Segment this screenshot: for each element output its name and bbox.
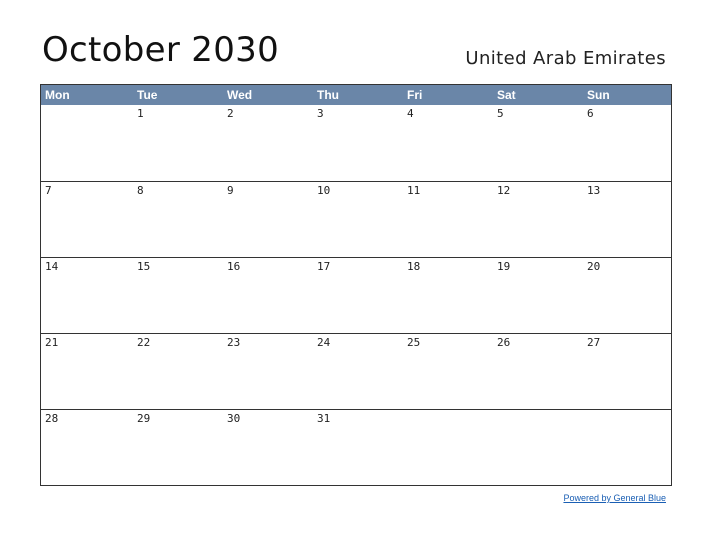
day-cell: 7 [45, 184, 52, 197]
day-cell [583, 410, 671, 485]
day-cell: 22 [137, 336, 151, 349]
day-cell: 2 [227, 107, 234, 120]
day-cell: 14 [45, 260, 59, 273]
day-cell: 28 [45, 412, 59, 425]
day-cell: 21 [45, 336, 59, 349]
day-cell: 9 [227, 184, 234, 197]
day-cell: 26 [497, 336, 511, 349]
day-cell: 17 [317, 260, 331, 273]
week-row: 14 15 16 17 18 19 20 [41, 257, 671, 333]
day-cell: 10 [317, 184, 331, 197]
weekday-sat: Sat [497, 88, 516, 102]
week-row: 1 2 3 4 5 6 [41, 105, 671, 181]
day-cell: 16 [227, 260, 241, 273]
weekday-wed: Wed [227, 88, 253, 102]
weeks-container: 1 2 3 4 5 6 7 8 9 10 11 12 13 14 15 16 17 18 19 20 21 22 23 24 2… [41, 105, 671, 485]
weekday-mon: Mon [45, 88, 70, 102]
day-cell: 6 [587, 107, 594, 120]
day-cell: 4 [407, 107, 414, 120]
day-cell: 12 [497, 184, 511, 197]
day-cell [493, 410, 583, 485]
day-cell: 8 [137, 184, 144, 197]
day-cell: 25 [407, 336, 421, 349]
country-name: United Arab Emirates [465, 48, 666, 69]
calendar-grid: Mon Tue Wed Thu Fri Sat Sun 1 2 3 4 5 6 7 8 9 10 1… [40, 84, 672, 486]
calendar-title: October 2030 [42, 30, 280, 70]
day-cell [41, 105, 133, 181]
weekday-fri: Fri [407, 88, 423, 102]
day-cell: 30 [227, 412, 241, 425]
day-cell: 13 [587, 184, 601, 197]
day-cell: 27 [587, 336, 601, 349]
weekday-thu: Thu [317, 88, 339, 102]
day-cell: 20 [587, 260, 601, 273]
day-cell: 3 [317, 107, 324, 120]
day-cell: 11 [407, 184, 421, 197]
day-cell: 19 [497, 260, 511, 273]
weekday-tue: Tue [137, 88, 158, 102]
week-row: 7 8 9 10 11 12 13 [41, 181, 671, 257]
weekday-sun: Sun [587, 88, 610, 102]
day-cell: 18 [407, 260, 421, 273]
day-cell: 29 [137, 412, 151, 425]
powered-by-link[interactable]: Powered by General Blue [563, 493, 666, 503]
weekday-header: Mon Tue Wed Thu Fri Sat Sun [41, 85, 671, 105]
day-cell: 24 [317, 336, 331, 349]
day-cell: 5 [497, 107, 504, 120]
day-cell: 31 [317, 412, 331, 425]
day-cell [403, 410, 493, 485]
day-cell: 23 [227, 336, 241, 349]
day-cell: 1 [137, 107, 144, 120]
day-cell: 15 [137, 260, 151, 273]
week-row: 28 29 30 31 [41, 409, 671, 485]
week-row: 21 22 23 24 25 26 27 [41, 333, 671, 409]
